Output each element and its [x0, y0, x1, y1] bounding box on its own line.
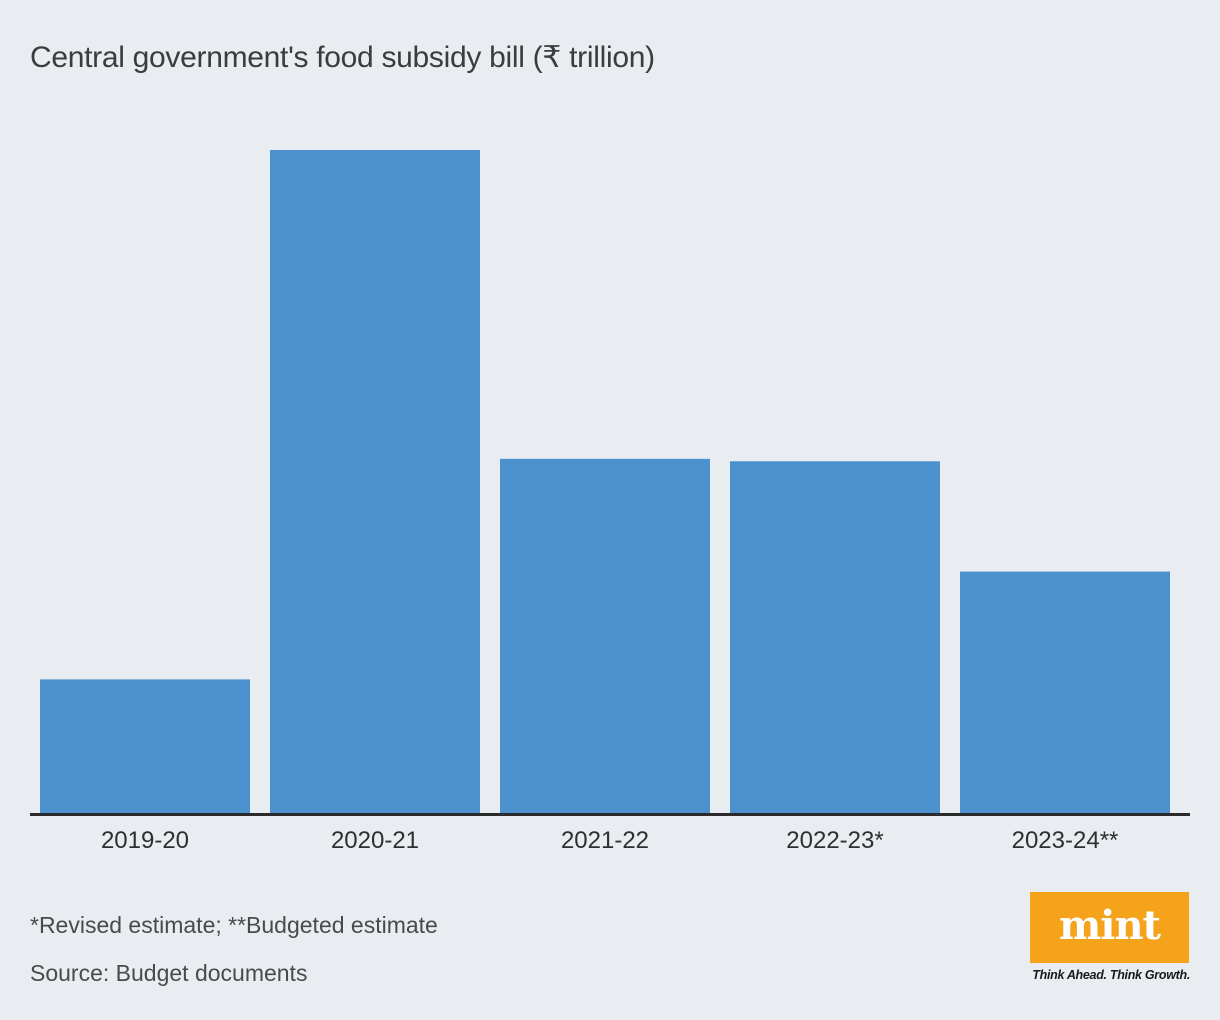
- bar-2019-20: [40, 679, 250, 813]
- x-tick-label: 2023-24**: [1012, 827, 1119, 854]
- logo-tagline: Think Ahead. Think Growth.: [1032, 968, 1190, 982]
- bar-2021-22: [500, 458, 710, 813]
- x-tick-label: 2020-21: [331, 827, 419, 854]
- x-tick-label: 2021-22: [561, 827, 649, 854]
- x-tick-label: 2019-20: [101, 827, 189, 854]
- bar-2023-24: [960, 571, 1170, 813]
- footnote: *Revised estimate; **Budgeted estimate: [30, 912, 438, 938]
- x-tick-label: 2022-23*: [786, 827, 883, 854]
- chart-title: Central government's food subsidy bill (…: [30, 41, 655, 74]
- bar-2020-21: [270, 150, 480, 813]
- source-note: Source: Budget documents: [30, 960, 308, 986]
- bar-2022-23: [730, 461, 940, 813]
- mint-logo: mint: [1030, 892, 1189, 963]
- bar-chart: 2019-20 2020-21 2021-22 2022-23* 2023-24**: [30, 150, 1190, 854]
- logo-wordmark: mint: [1058, 902, 1161, 949]
